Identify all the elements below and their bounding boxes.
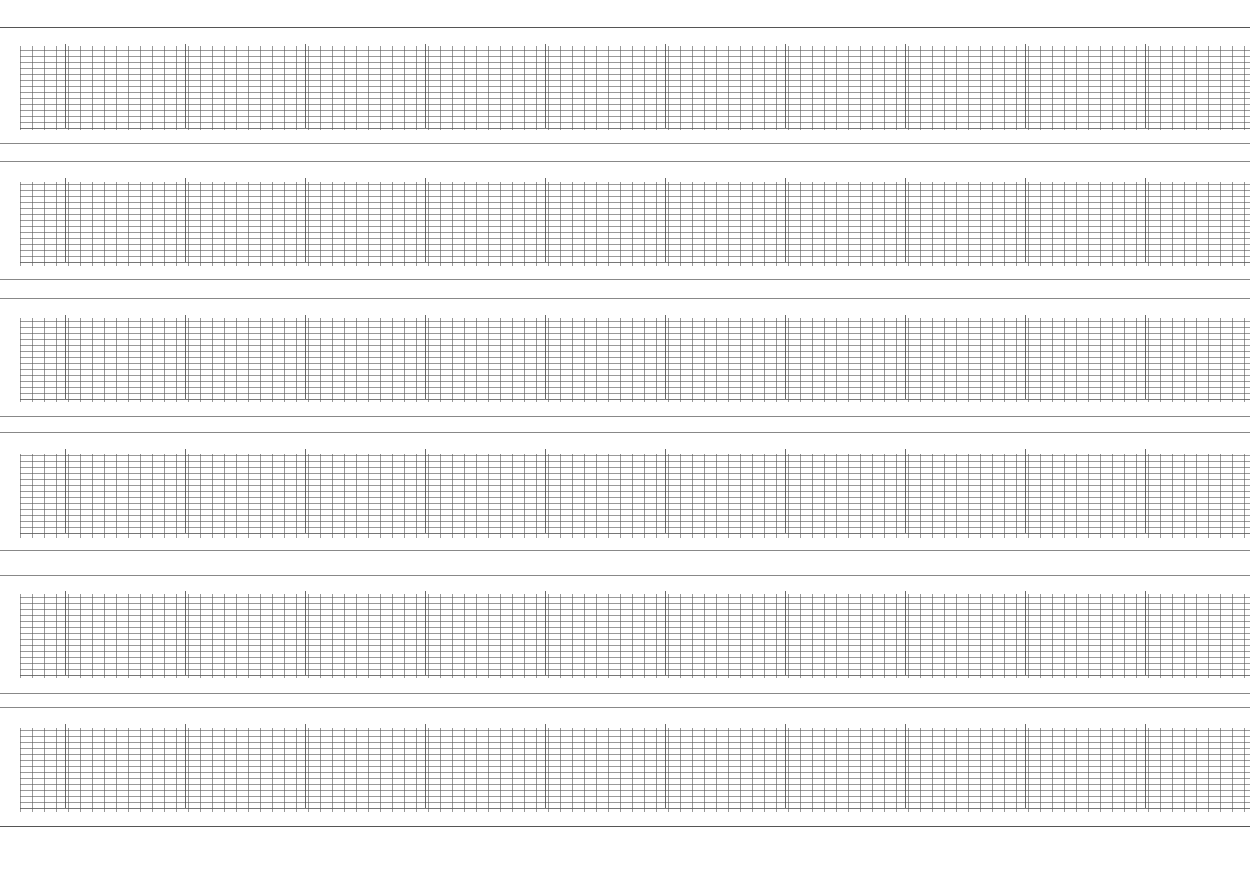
sheet	[0, 27, 1250, 827]
grid-band	[20, 182, 1250, 266]
grid-band	[20, 318, 1250, 402]
grid-band	[20, 46, 1250, 130]
grid-band	[20, 454, 1250, 538]
grid-band	[20, 728, 1250, 812]
grid-band	[20, 594, 1250, 678]
